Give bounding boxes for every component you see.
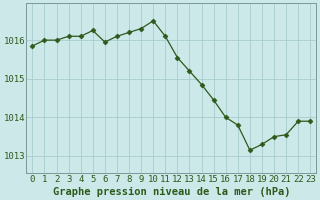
X-axis label: Graphe pression niveau de la mer (hPa): Graphe pression niveau de la mer (hPa): [52, 186, 290, 197]
